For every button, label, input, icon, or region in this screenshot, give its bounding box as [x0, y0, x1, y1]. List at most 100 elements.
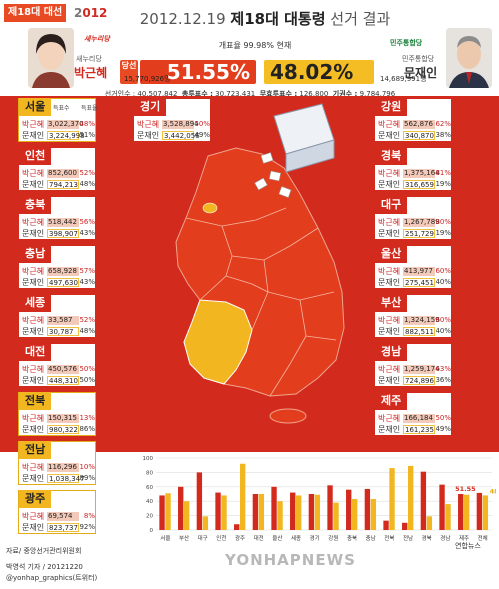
region-row-moon: 문재인 448,310 50% — [19, 375, 97, 386]
candidate-moon-votes: 14,689,991명 — [380, 75, 427, 83]
candidate-name: 문재인 — [22, 327, 45, 336]
region-row-moon: 문재인 275,451 40% — [375, 277, 453, 288]
region-name: 서울 — [19, 98, 52, 116]
region-name: 인천 — [19, 147, 52, 165]
candidate-name: 박근혜 — [378, 316, 401, 325]
vote-count: 150,315 — [47, 414, 79, 423]
regional-bar-chart: 0 20 40 60 80 100 서울 부산 대구 인천 광주 대전 울산 세종 경기 강원 충북 충남 전북 전남… — [138, 452, 496, 544]
region-row-park: 박근혜 413,977 60% — [375, 266, 453, 277]
region-box-gwangju: 광주 박근혜 69,574 8% 문재인 823,737 92% — [18, 490, 96, 534]
byline: 박영석 기자 / 20121220 — [6, 563, 83, 571]
candidate-name: 박근혜 — [22, 414, 45, 423]
data-label-park: 51.55 — [455, 485, 476, 493]
candidate-name: 박근혜 — [22, 365, 45, 374]
vote-rate: 51% — [79, 131, 95, 139]
vote-rate: 48% — [79, 180, 95, 188]
region-box-incheon: 인천 박근혜 852,600 52% 문재인 794,213 48% — [18, 147, 96, 191]
region-row-park: 박근혜 33,587 52% — [19, 315, 97, 326]
region-box-daegu: 대구 박근혜 1,267,789 80% 문재인 251,729 19% — [374, 196, 452, 240]
vote-rate: 49% — [194, 131, 210, 139]
region-row-park: 박근혜 852,600 52% — [19, 168, 97, 179]
x-tick-label: 제주 — [459, 534, 469, 542]
column-header-rate: 득표율 — [81, 105, 98, 112]
x-tick-label: 전체 — [478, 534, 488, 542]
bar-park — [290, 492, 296, 530]
vote-rate: 19% — [435, 180, 451, 188]
vote-count: 3,224,998 — [47, 131, 85, 140]
bar-moon — [165, 493, 171, 530]
region-box-chungbuk: 충북 박근혜 518,442 56% 문재인 398,907 43% — [18, 196, 96, 240]
agency-logo: 연합뉴스 — [455, 542, 481, 550]
vote-count: 30,787 — [47, 327, 79, 336]
abstain-value: 9,784,796 — [359, 90, 396, 98]
region-row-park: 박근혜 116,296 10% — [19, 462, 97, 473]
region-box-seoul: 서울 득표수 득표율 박근혜 3,022,370 48% 문재인 3,224,998 51% — [18, 98, 98, 142]
region-row-moon: 문재인 30,787 48% — [19, 326, 97, 337]
ballot-box-illustration — [254, 103, 335, 198]
x-tick-label: 대구 — [198, 534, 208, 542]
x-tick-label: 울산 — [272, 534, 282, 542]
vote-rate: 92% — [79, 523, 95, 531]
candidate-name: 박근혜 — [378, 414, 401, 423]
vote-rate: 56% — [79, 218, 95, 226]
vote-count: 823,737 — [47, 523, 79, 532]
bar-moon — [352, 499, 358, 530]
count-rate: 개표율 99.98% 현재 — [218, 41, 292, 50]
candidate-name: 문재인 — [378, 376, 401, 385]
region-box-chungnam: 충남 박근혜 658,928 57% 문재인 497,630 43% — [18, 245, 96, 289]
vote-rate: 48% — [79, 120, 95, 128]
region-row-moon: 문재인 882,511 40% — [375, 326, 453, 337]
region-box-gyeonggi: 경기 박근혜 3,528,894 50% 문재인 3,442,056 49% — [133, 98, 211, 142]
bar-moon — [296, 495, 302, 530]
seoul-region — [202, 202, 218, 214]
vote-rate: 43% — [79, 278, 95, 286]
twitter-handle: @yonhap_graphics(트위터) — [6, 574, 98, 582]
vote-count: 518,442 — [47, 218, 79, 227]
candidate-name: 박근혜 — [22, 463, 45, 472]
candidate-name: 박근혜 — [22, 120, 45, 129]
region-row-moon: 문재인 1,038,347 89% — [19, 473, 97, 484]
candidate-park-party: 새누리당 — [76, 55, 102, 63]
vote-count: 852,600 — [47, 169, 79, 178]
vote-count: 1,038,347 — [47, 474, 85, 483]
bar-park — [327, 485, 333, 530]
region-box-sejong: 세종 박근혜 33,587 52% 문재인 30,787 48% — [18, 294, 96, 338]
bar-park — [439, 484, 445, 530]
candidate-name: 박근혜 — [378, 218, 401, 227]
data-label-moon: 48.02 — [490, 487, 496, 495]
region-row-park: 박근혜 562,876 62% — [375, 119, 453, 130]
bar-park — [159, 495, 165, 530]
bar-park — [364, 488, 371, 530]
election-badge: 제18대 대선 — [4, 4, 67, 22]
x-tick-label: 충남 — [366, 534, 376, 542]
candidate-name: 문재인 — [22, 376, 45, 385]
region-row-park: 박근혜 450,576 50% — [19, 364, 97, 375]
bar-moon — [389, 468, 395, 530]
vote-count: 116,296 — [47, 463, 79, 472]
vote-rate: 19% — [435, 229, 451, 237]
vote-count: 3,442,056 — [162, 131, 200, 140]
region-row-moon: 문재인 340,870 38% — [375, 130, 453, 141]
vote-rate: 8% — [83, 512, 95, 520]
region-row-moon: 문재인 497,630 43% — [19, 277, 97, 288]
vote-count: 794,213 — [47, 180, 79, 189]
bar-park — [402, 522, 408, 530]
vote-rate: 10% — [79, 463, 95, 471]
candidate-name: 문재인 — [22, 425, 45, 434]
vote-count: 882,511 — [403, 327, 435, 336]
source-note: 자료/ 중앙선거관리위원회 — [6, 547, 82, 555]
region-row-park: 박근혜 658,928 57% — [19, 266, 97, 277]
candidate-moon-total-bar: 48.02% 14,689,991명 — [264, 60, 427, 84]
column-header-votes: 득표수 — [53, 105, 70, 112]
invalid-label: 무효투표수 : — [259, 90, 298, 98]
candidate-name: 박근혜 — [378, 267, 401, 276]
y-tick-label: 20 — [146, 514, 153, 520]
candidate-name: 문재인 — [22, 278, 45, 287]
vote-rate: 62% — [435, 120, 451, 128]
region-row-moon: 문재인 980,322 86% — [19, 424, 97, 435]
y-tick-label: 40 — [146, 499, 153, 505]
region-row-park: 박근혜 1,324,159 60% — [375, 315, 453, 326]
bar-moon — [221, 495, 227, 530]
bar-park — [215, 492, 221, 530]
vote-count: 275,451 — [403, 278, 435, 287]
